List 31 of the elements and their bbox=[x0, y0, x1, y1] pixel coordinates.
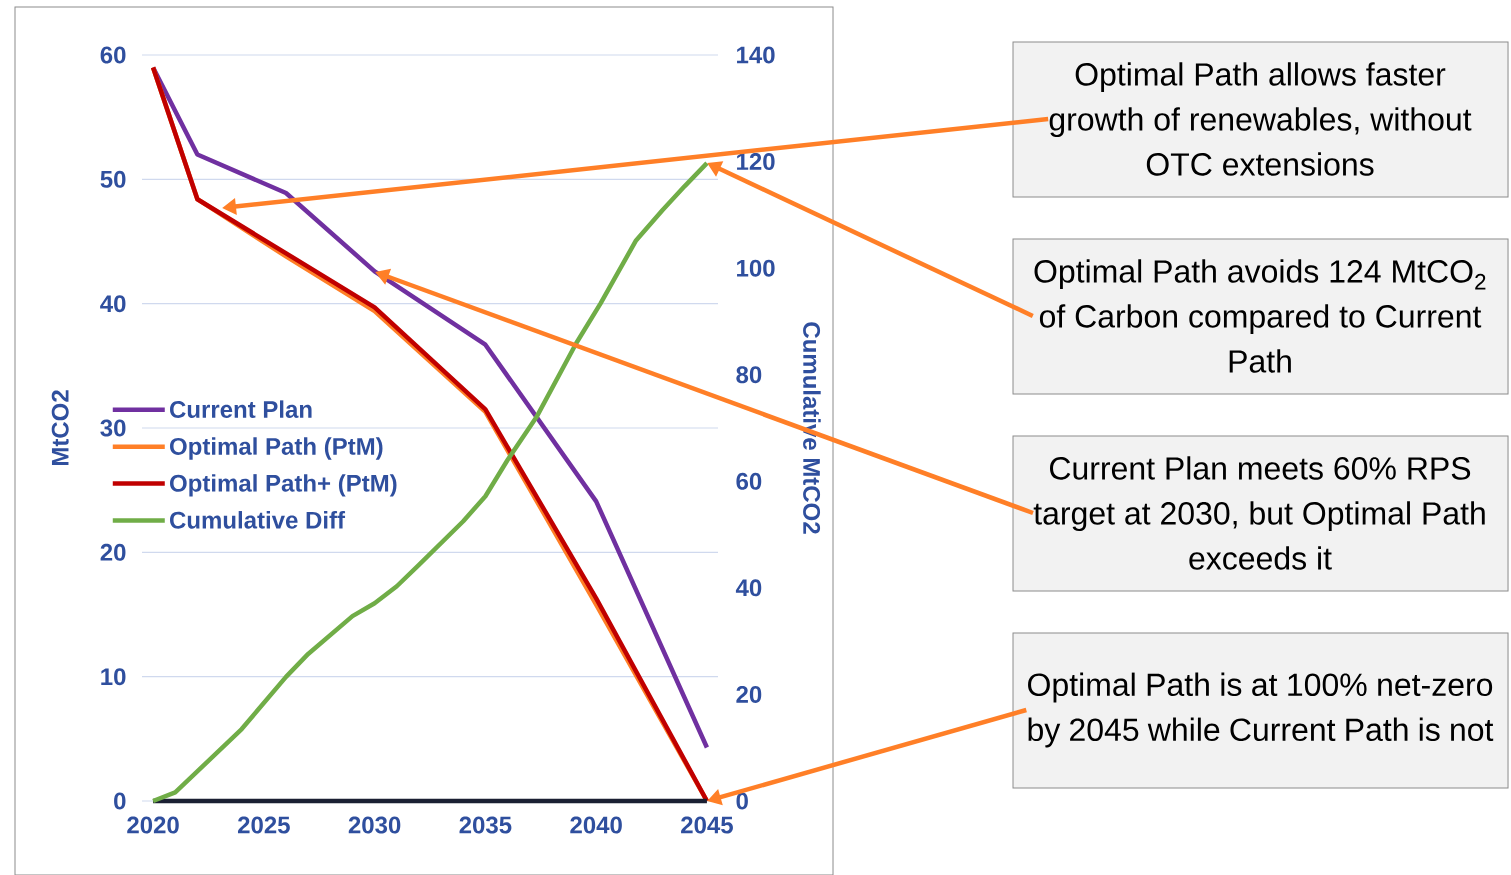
y-axis-title: MtCO2 bbox=[51, 390, 69, 466]
y2-tick-label: 20 bbox=[736, 685, 762, 703]
y-tick-label: 30 bbox=[100, 419, 126, 437]
y2-tick-label: 140 bbox=[737, 46, 775, 64]
y2-tick-label: 100 bbox=[737, 259, 775, 277]
y2-tick-label: 60 bbox=[736, 472, 762, 490]
y-tick-label: 60 bbox=[100, 46, 126, 64]
y-tick-label: 40 bbox=[100, 295, 126, 313]
x-tick-label: 2020 bbox=[127, 816, 179, 834]
y2-tick-label: 0 bbox=[736, 792, 748, 810]
y2-tick-label: 40 bbox=[735, 579, 762, 597]
y-tick-label: 10 bbox=[101, 668, 126, 686]
y2-tick-label: 80 bbox=[736, 366, 762, 384]
y2-tick-label: 120 bbox=[737, 153, 775, 171]
text: Optimal Path is at 100% net-zero by 2045 while Current Path is not bbox=[1028, 672, 1494, 748]
x-tick-label: 2030 bbox=[348, 816, 401, 834]
legend-label: Optimal Path (PtM) bbox=[170, 437, 383, 460]
y-tick-label: 0 bbox=[114, 792, 126, 810]
y-tick-label: 50 bbox=[100, 170, 126, 188]
y2-axis-title: Cumulative MtCO2 bbox=[803, 322, 821, 534]
text: Current Plan meets 60% RPS target at 2030, but Optimal Path exceeds it bbox=[1033, 456, 1485, 570]
legend-label: Cumulative Diff bbox=[170, 511, 346, 529]
x-tick-label: 2035 bbox=[459, 816, 512, 834]
x-tick-label: 2040 bbox=[570, 816, 622, 834]
legend-label: Current Plan bbox=[170, 400, 312, 418]
text: Optimal Path avoids 124 MtCO$_{2}$ of Carbon compared to Current Path bbox=[1034, 259, 1486, 373]
y-tick-label: 20 bbox=[100, 543, 126, 561]
x-tick-label: 2045 bbox=[681, 816, 733, 834]
legend-label: Optimal Path+ (PtM) bbox=[170, 474, 397, 497]
text: Optimal Path allows faster growth of renewables, without OTC extensions bbox=[1049, 62, 1472, 176]
x-tick-label: 2025 bbox=[237, 816, 290, 834]
